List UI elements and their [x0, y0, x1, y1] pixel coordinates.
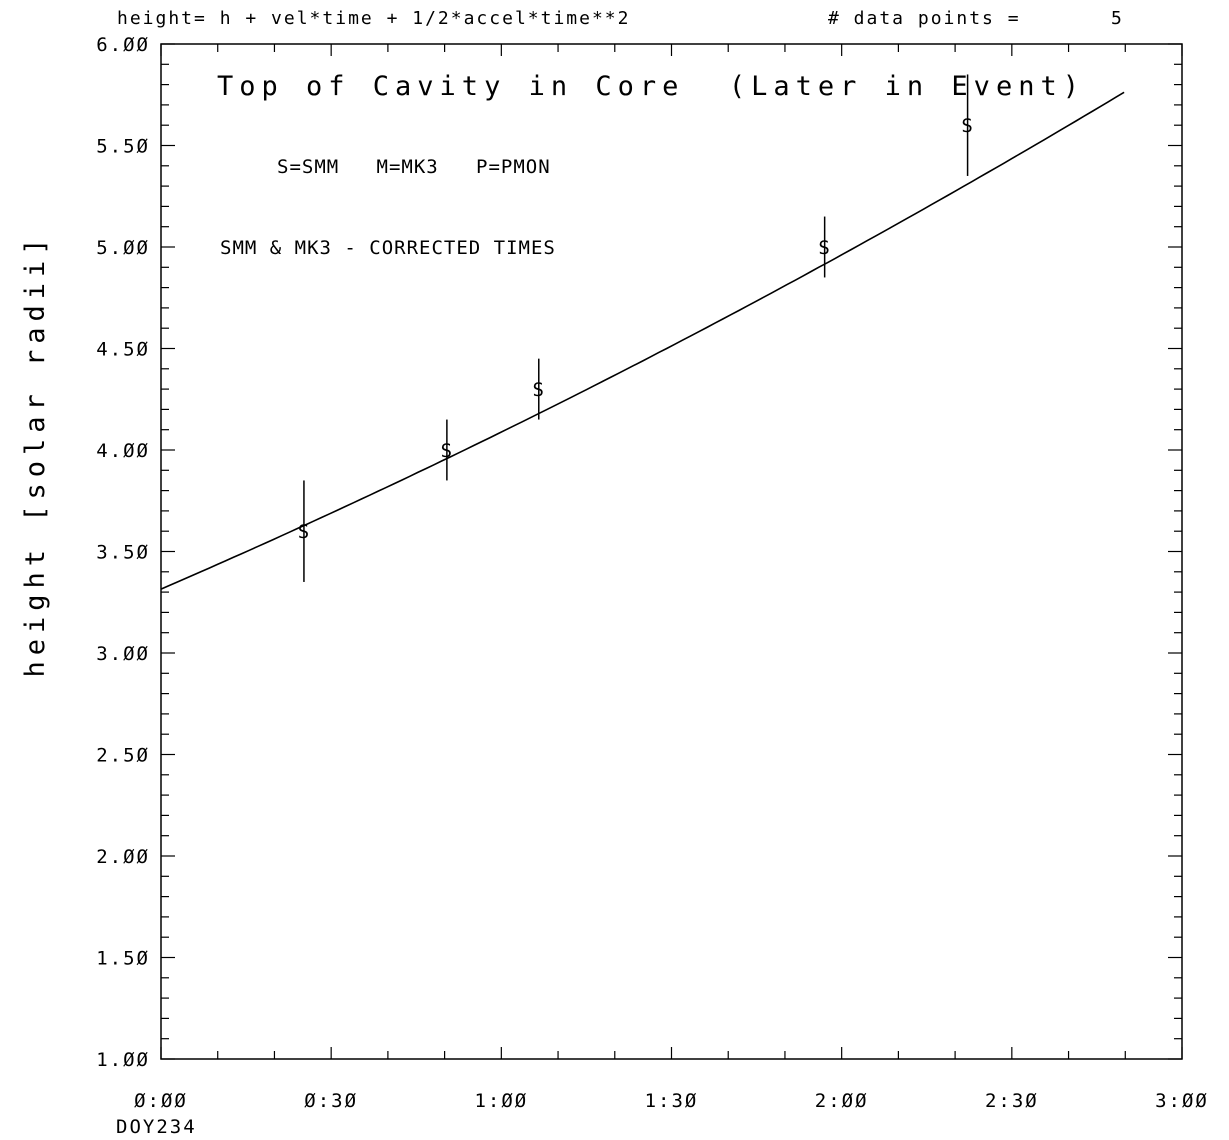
- data-point: S: [533, 358, 545, 420]
- legend-text: S=SMM M=MK3 P=PMON: [277, 156, 551, 178]
- data-point: S: [298, 480, 310, 582]
- x-tick-labels: Ø:ØØ Ø:3Ø 1:ØØ 1:3Ø 2:ØØ 2:3Ø 3:ØØ: [134, 1090, 1209, 1112]
- x-tick-label: 2:ØØ: [815, 1090, 869, 1112]
- x-tick-label: 1:ØØ: [474, 1090, 528, 1112]
- y-tick-label: 5.ØØ: [96, 237, 150, 259]
- data-points-count: 5: [1111, 8, 1124, 29]
- point-marker: S: [533, 379, 545, 401]
- y-tick-label: 2.5Ø: [96, 745, 150, 767]
- plot-frame: [160, 43, 1183, 1060]
- fit-curve: [160, 91, 1125, 590]
- axis-ticks: [160, 43, 1183, 1060]
- x-tick-label: 3:ØØ: [1155, 1090, 1209, 1112]
- y-tick-label: 1.ØØ: [96, 1049, 150, 1071]
- y-tick-labels: 1.ØØ 1.5Ø 2.ØØ 2.5Ø 3.ØØ 3.5Ø 4.ØØ 4.5Ø 5.ØØ 5.5Ø…: [96, 34, 150, 1071]
- y-tick-label: 3.ØØ: [96, 643, 150, 665]
- x-tick-label: 1:3Ø: [645, 1090, 699, 1112]
- formula-header: height= h + vel*time + 1/2*accel*time**2: [117, 8, 630, 29]
- x-tick-label: Ø:ØØ: [134, 1090, 188, 1112]
- y-tick-label: 2.ØØ: [96, 846, 150, 868]
- chart-title: Top of Cavity in Core (Later in Event): [217, 71, 1085, 102]
- y-tick-label: 1.5Ø: [96, 948, 150, 970]
- data-points: S S S S S: [298, 74, 973, 582]
- x-start-label: DOY234: [116, 1116, 197, 1138]
- note-text: SMM & MK3 - CORRECTED TIMES: [220, 237, 556, 259]
- y-tick-label: 4.ØØ: [96, 440, 150, 462]
- data-point: S: [961, 74, 973, 176]
- y-tick-label: 5.5Ø: [96, 136, 150, 158]
- y-axis-label: height [solar radii]: [20, 232, 51, 677]
- y-tick-label: 4.5Ø: [96, 339, 150, 361]
- y-tick-label: 6.ØØ: [96, 34, 150, 56]
- data-point: S: [818, 216, 830, 278]
- x-tick-label: 2:3Ø: [985, 1090, 1039, 1112]
- y-tick-label: 3.5Ø: [96, 542, 150, 564]
- data-points-label: # data points =: [828, 8, 1021, 29]
- x-tick-label: Ø:3Ø: [304, 1090, 358, 1112]
- point-marker: S: [961, 115, 973, 137]
- point-marker: S: [441, 440, 453, 462]
- data-point: S: [441, 419, 453, 481]
- point-marker: S: [298, 521, 310, 543]
- point-marker: S: [818, 237, 830, 259]
